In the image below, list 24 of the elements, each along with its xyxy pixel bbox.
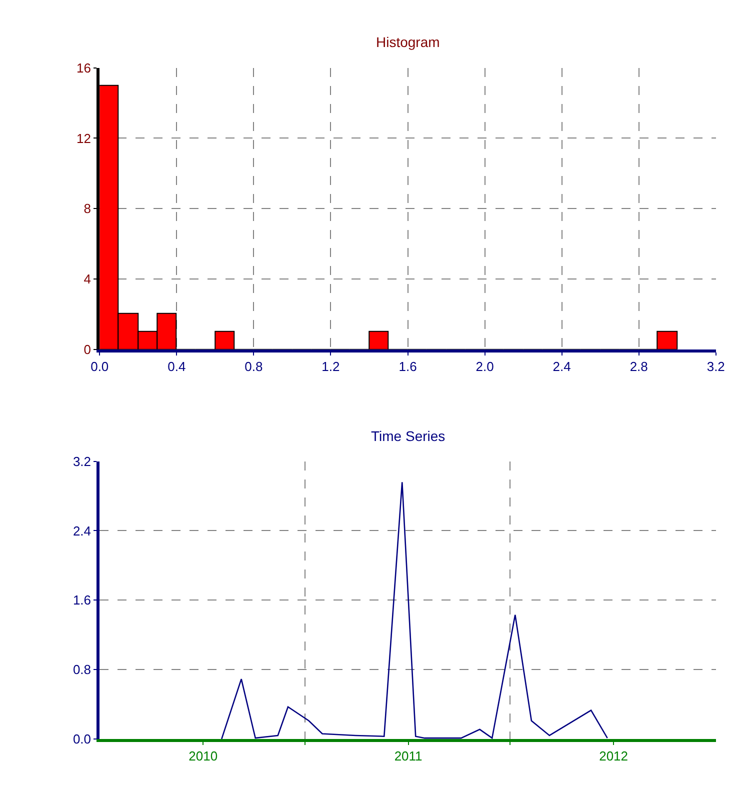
x-tick-label: 2.0 — [476, 359, 494, 374]
y-tick-label: 16 — [76, 60, 92, 76]
x-tick-label: 0.8 — [244, 359, 263, 374]
y-tick-label: 0 — [84, 342, 92, 357]
y-tick-label: 4 — [84, 272, 92, 287]
x-tick-label: 0.4 — [168, 359, 186, 374]
x-tick-label: 1.2 — [322, 359, 340, 374]
y-tick-label: 3.2 — [72, 454, 92, 469]
x-tick-label: 2010 — [188, 748, 218, 764]
line-series — [220, 481, 608, 739]
y-tick-label: 0.0 — [72, 731, 92, 746]
x-tick-label: 2.8 — [630, 359, 648, 374]
y-tick-label: 12 — [76, 130, 92, 146]
chart-title: Histogram — [376, 34, 440, 50]
y-tick-label: 1.6 — [72, 592, 92, 608]
x-tick-label: 2011 — [394, 748, 422, 764]
x-tick-label: 2012 — [599, 748, 628, 764]
x-tick-label: 2.4 — [552, 359, 571, 374]
x-tick-label: 3.2 — [706, 359, 725, 374]
chart-title: Time Series — [371, 428, 446, 444]
y-tick-label: 0.8 — [72, 662, 92, 678]
x-tick-label: 1.6 — [398, 359, 417, 374]
y-tick-label: 8 — [84, 201, 92, 216]
y-tick-label: 2.4 — [72, 523, 92, 538]
